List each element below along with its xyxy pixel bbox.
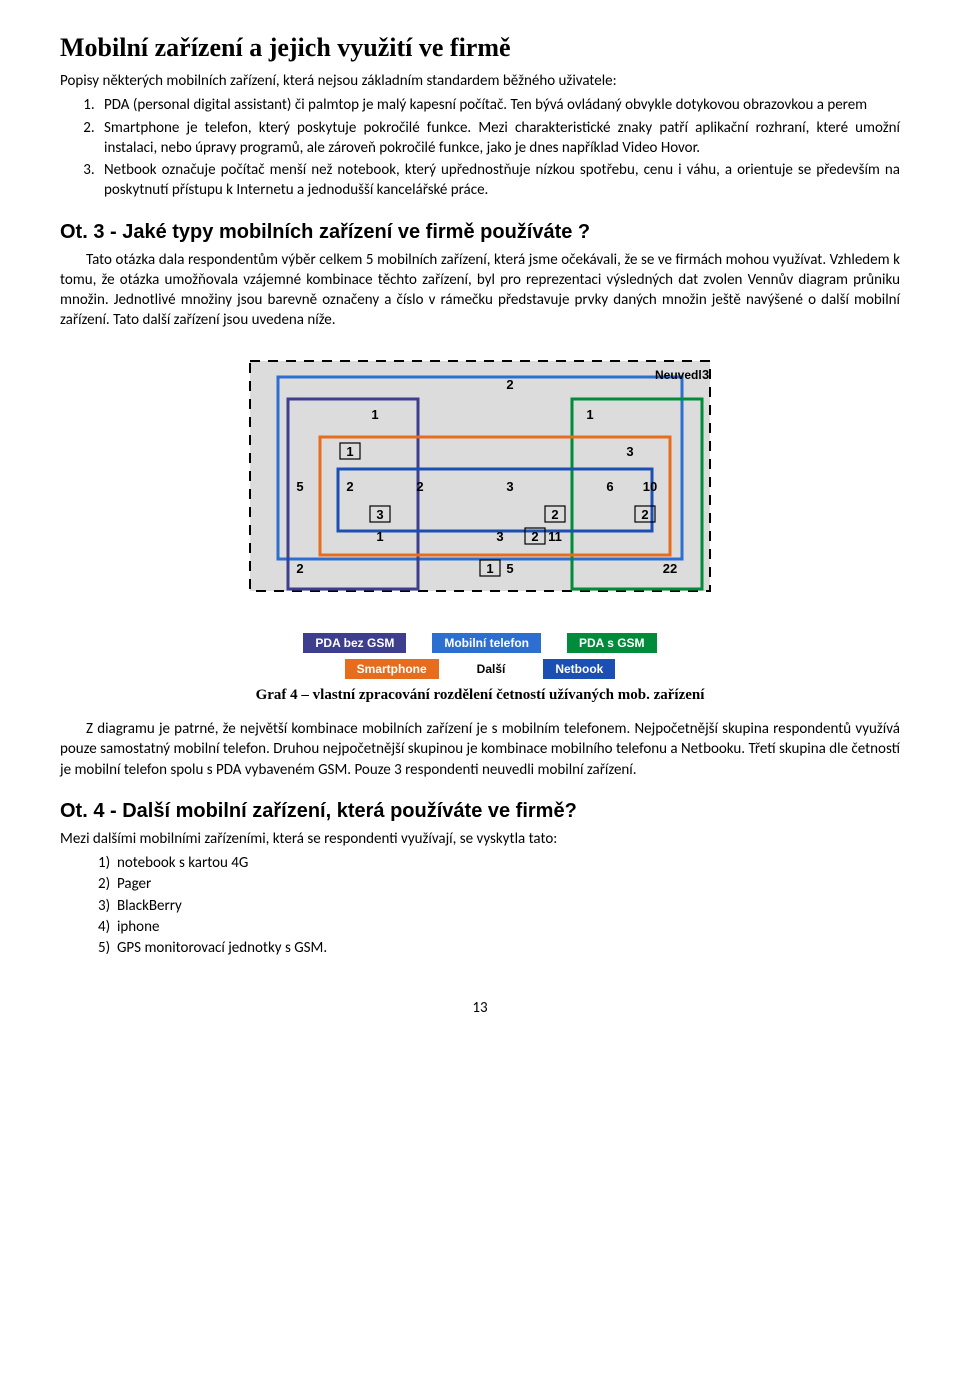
svg-text:3: 3	[702, 367, 709, 382]
svg-text:1: 1	[586, 407, 593, 422]
legend-item: PDA bez GSM	[303, 633, 406, 653]
list-item: 5) GPS monitorovací jednotky s GSM.	[98, 938, 900, 958]
legend-row-1: PDA bez GSM Mobilní telefon PDA s GSM	[60, 633, 900, 653]
svg-text:2: 2	[531, 529, 538, 544]
list-marker: 4)	[98, 918, 110, 936]
legend-item: Mobilní telefon	[432, 633, 541, 653]
q4-intro: Mezi dalšími mobilními zařízeními, která…	[60, 829, 900, 849]
page-title: Mobilní zařízení a jejich využití ve fir…	[60, 30, 900, 65]
legend-item: PDA s GSM	[567, 633, 657, 653]
list-text: notebook s kartou 4G	[117, 854, 248, 872]
list-item: Netbook označuje počítač menší než noteb…	[98, 160, 900, 201]
list-marker: 2)	[98, 875, 110, 893]
svg-text:2: 2	[506, 377, 513, 392]
q3-heading: Ot. 3 - Jaké typy mobilních zařízení ve …	[60, 219, 900, 246]
svg-text:2: 2	[551, 507, 558, 522]
list-item: Smartphone je telefon, který poskytuje p…	[98, 118, 900, 159]
list-marker: 5)	[98, 939, 110, 957]
svg-text:1: 1	[376, 529, 383, 544]
svg-text:3: 3	[626, 444, 633, 459]
page-number: 13	[60, 998, 900, 1018]
svg-text:2: 2	[641, 507, 648, 522]
legend-item: Smartphone	[345, 659, 439, 679]
list-text: BlackBerry	[117, 897, 182, 915]
intro-text: Popisy některých mobilních zařízení, kte…	[60, 71, 900, 91]
venn-svg: Neuvedl32111352236103221321121522	[210, 341, 750, 621]
svg-text:5: 5	[296, 479, 303, 494]
list-item: 2) Pager	[98, 874, 900, 894]
svg-text:3: 3	[506, 479, 513, 494]
svg-text:1: 1	[486, 561, 493, 576]
legend-row-2: Smartphone Další Netbook	[60, 659, 900, 679]
svg-text:2: 2	[346, 479, 353, 494]
svg-text:3: 3	[496, 529, 503, 544]
list-text: Pager	[117, 875, 151, 893]
svg-text:6: 6	[606, 479, 613, 494]
q4-heading: Ot. 4 - Další mobilní zařízení, která po…	[60, 798, 900, 825]
q4-list: 1) notebook s kartou 4G 2) Pager 3) Blac…	[60, 853, 900, 958]
svg-text:10: 10	[643, 479, 657, 494]
legend-item: Netbook	[543, 659, 615, 679]
list-item: PDA (personal digital assistant) či palm…	[98, 95, 900, 115]
list-text: iphone	[117, 918, 159, 936]
list-item: 4) iphone	[98, 917, 900, 937]
list-text: GPS monitorovací jednotky s GSM.	[117, 939, 327, 957]
svg-text:2: 2	[296, 561, 303, 576]
figure-caption: Graf 4 – vlastní zpracování rozdělení če…	[60, 685, 900, 705]
venn-diagram: Neuvedl32111352236103221321121522 PDA be…	[60, 341, 900, 679]
svg-text:11: 11	[548, 529, 562, 544]
svg-text:Neuvedl: Neuvedl	[655, 368, 702, 382]
svg-text:1: 1	[346, 444, 353, 459]
svg-text:3: 3	[376, 507, 383, 522]
svg-text:5: 5	[506, 561, 513, 576]
list-item: 3) BlackBerry	[98, 896, 900, 916]
q3-paragraph: Tato otázka dala respondentům výběr celk…	[60, 250, 900, 331]
list-item: 1) notebook s kartou 4G	[98, 853, 900, 873]
legend-item: Další	[465, 659, 518, 679]
svg-text:22: 22	[663, 561, 677, 576]
definitions-list: PDA (personal digital assistant) či palm…	[60, 95, 900, 200]
list-marker: 1)	[98, 854, 110, 872]
svg-text:2: 2	[416, 479, 423, 494]
analysis-paragraph: Z diagramu je patrné, že největší kombin…	[60, 719, 900, 780]
svg-text:1: 1	[371, 407, 378, 422]
list-marker: 3)	[98, 897, 110, 915]
